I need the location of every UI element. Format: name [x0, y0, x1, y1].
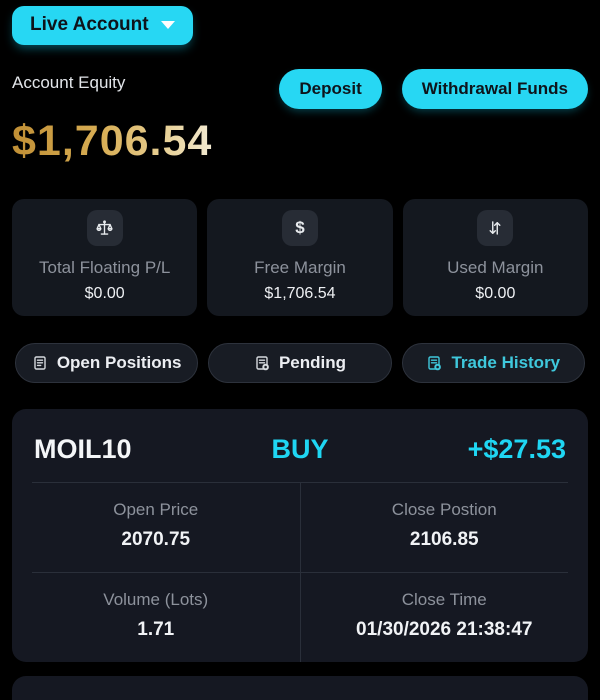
trade-detail-row: Volume (Lots) 1.71 Close Time 01/30/2026… — [12, 573, 588, 662]
trade-header: MOIL10 BUY +$27.53 — [12, 409, 588, 482]
dollar-icon: $ — [281, 210, 318, 246]
stat-card-free-margin: $ Free Margin $1,706.54 — [207, 199, 393, 316]
document-lines-icon — [32, 355, 48, 371]
arrows-up-down-icon — [477, 210, 514, 246]
tab-open-positions[interactable]: Open Positions — [15, 343, 199, 383]
volume-label: Volume (Lots) — [103, 590, 209, 609]
account-equity-value: $1,706.54 — [12, 117, 213, 165]
tab-label: Trade History — [451, 353, 561, 372]
close-time-cell: Close Time 01/30/2026 21:38:47 — [301, 573, 589, 662]
close-time-value: 01/30/2026 21:38:47 — [356, 619, 533, 640]
tab-pending[interactable]: Pending — [208, 343, 392, 383]
deposit-button[interactable]: Deposit — [279, 69, 382, 109]
stat-label: Used Margin — [447, 258, 544, 277]
document-badge-icon — [254, 355, 270, 371]
close-position-label: Close Postion — [391, 500, 497, 519]
volume-value: 1.71 — [137, 619, 175, 640]
tab-label: Pending — [278, 353, 347, 372]
trade-profit: +$27.53 — [467, 434, 566, 464]
positions-tabs: Open Positions Pending — [12, 343, 588, 383]
stat-card-floating-pl: Total Floating P/L $0.00 — [12, 199, 198, 316]
withdrawal-funds-button[interactable]: Withdrawal Funds — [401, 69, 588, 109]
live-account-switcher[interactable]: Live Account — [12, 6, 193, 45]
trade-symbol: MOIL10 — [34, 434, 132, 464]
tab-trade-history[interactable]: Trade History — [401, 343, 585, 383]
divider — [32, 482, 568, 483]
close-position-cell: Close Postion 2106.85 — [301, 483, 589, 572]
trade-side-badge: BUY — [271, 434, 329, 464]
chevron-down-icon — [160, 21, 175, 29]
stat-label: Total Floating P/L — [38, 258, 171, 277]
tab-label: Open Positions — [56, 353, 182, 372]
stat-card-used-margin: Used Margin $0.00 — [402, 199, 588, 316]
volume-cell: Volume (Lots) 1.71 — [12, 573, 301, 662]
open-price-cell: Open Price 2070.75 — [12, 483, 301, 572]
stat-label: Free Margin — [254, 258, 346, 277]
account-actions: Deposit Withdrawal Funds — [279, 69, 588, 109]
dollar-glyph: $ — [295, 218, 305, 237]
equity-header: Account Equity Deposit Withdrawal Funds — [12, 69, 588, 109]
stat-value: $0.00 — [84, 285, 125, 302]
stat-value: $1,706.54 — [264, 285, 336, 302]
divider — [32, 572, 568, 573]
trade-detail-row: Open Price 2070.75 Close Postion 2106.85 — [12, 483, 588, 572]
close-time-label: Close Time — [401, 590, 487, 609]
trade-history-card[interactable]: MOIL10 BUY +$27.53 Open Price 2070.75 Cl… — [12, 409, 588, 662]
next-trade-card-stub[interactable] — [12, 676, 588, 700]
stats-row: Total Floating P/L $0.00 $ Free Margin $… — [12, 199, 588, 316]
account-equity-label: Account Equity — [12, 73, 126, 92]
close-position-value: 2106.85 — [409, 529, 479, 550]
stat-value: $0.00 — [475, 285, 516, 302]
document-badge-icon — [426, 355, 442, 371]
open-price-label: Open Price — [113, 500, 199, 519]
balance-scale-icon — [86, 210, 123, 246]
live-account-label: Live Account — [30, 14, 149, 35]
open-price-value: 2070.75 — [121, 529, 191, 550]
